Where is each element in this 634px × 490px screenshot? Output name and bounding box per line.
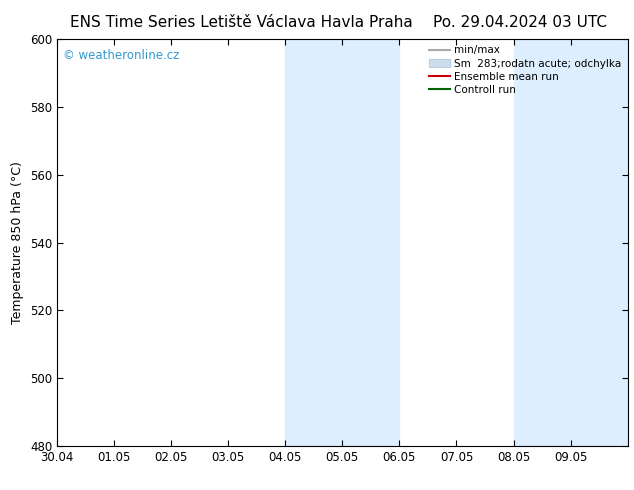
Y-axis label: Temperature 850 hPa (°C): Temperature 850 hPa (°C) <box>11 161 24 324</box>
Bar <box>514 39 628 446</box>
Text: © weatheronline.cz: © weatheronline.cz <box>63 49 179 62</box>
Legend: min/max, Sm  283;rodatn acute; odchylka, Ensemble mean run, Controll run: min/max, Sm 283;rodatn acute; odchylka, … <box>425 41 626 99</box>
Text: Po. 29.04.2024 03 UTC: Po. 29.04.2024 03 UTC <box>433 15 607 30</box>
Text: ENS Time Series Letiště Václava Havla Praha: ENS Time Series Letiště Václava Havla Pr… <box>70 15 412 30</box>
Bar <box>285 39 399 446</box>
